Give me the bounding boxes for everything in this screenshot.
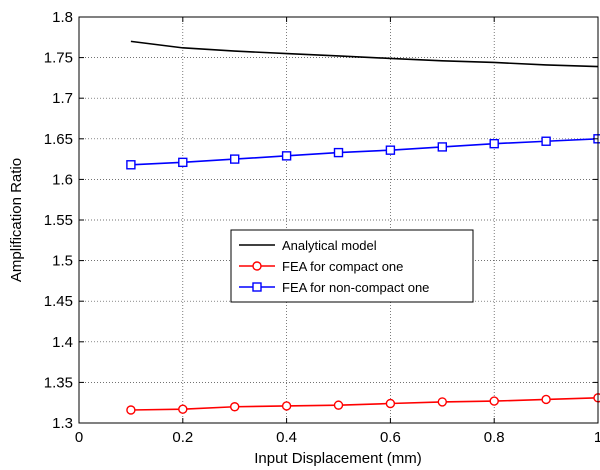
legend-marker-fea-for-non-compact-one	[252, 282, 262, 292]
data-point-fea-for-non-compact-one	[333, 147, 344, 158]
data-point-fea-for-non-compact-one	[541, 136, 551, 146]
series-line-analytical-model	[130, 40, 599, 68]
x-tick-label: 1	[594, 429, 600, 446]
y-axis-title: Amplification Ratio	[8, 158, 25, 282]
series-layer	[126, 40, 600, 415]
axis-ticks: 0 0.2 0.4 0.6 0.8 1 1.3 1.35 1.4 1.45 1.5 1.55 1.6 1.…	[44, 9, 600, 446]
legend-label-fea-for-compact-one: FEA for compact one	[282, 259, 403, 274]
x-tick-label: 0.2	[172, 429, 193, 446]
data-point-fea-for-compact-one	[385, 398, 396, 409]
data-point-fea-for-non-compact-one	[281, 151, 292, 161]
data-point-fea-for-compact-one	[281, 401, 292, 411]
data-point-fea-for-non-compact-one	[178, 157, 188, 168]
legend: Analytical model FEA for compact one FEA f…	[230, 229, 474, 303]
y-tick-label: 1.75	[44, 50, 73, 67]
y-tick-label: 1.7	[52, 90, 73, 107]
grid	[79, 17, 598, 423]
y-tick-label: 1.5	[52, 253, 73, 270]
series-line-fea-for-compact-one	[130, 397, 599, 411]
x-axis-title: Input Displacement (mm)	[254, 450, 422, 467]
data-point-fea-for-non-compact-one	[437, 142, 447, 152]
x-tick-label: 0	[75, 429, 83, 446]
data-point-fea-for-non-compact-one	[385, 145, 396, 155]
legend-label-fea-for-non-compact-one: FEA for non-compact one	[282, 280, 429, 295]
series-line-fea-for-non-compact-one	[130, 138, 599, 166]
y-tick-label: 1.35	[44, 374, 73, 391]
data-point-fea-for-non-compact-one	[229, 154, 240, 164]
y-tick-label: 1.3	[52, 415, 73, 432]
data-point-fea-for-compact-one	[593, 393, 600, 403]
y-tick-label: 1.6	[52, 171, 73, 188]
data-point-fea-for-non-compact-one	[489, 138, 499, 149]
y-tick-label: 1.8	[52, 9, 73, 26]
data-point-fea-for-compact-one	[541, 394, 551, 405]
legend-label-analytical-model: Analytical model	[282, 238, 377, 253]
y-tick-label: 1.45	[44, 293, 73, 310]
data-point-fea-for-compact-one	[229, 402, 240, 412]
x-tick-label: 0.8	[484, 429, 505, 446]
data-point-fea-for-non-compact-one	[126, 160, 136, 170]
y-tick-label: 1.4	[52, 334, 73, 351]
x-tick-label: 0.6	[380, 429, 401, 446]
data-point-fea-for-compact-one	[437, 397, 447, 407]
legend-marker-fea-for-compact-one	[252, 261, 262, 271]
data-point-fea-for-compact-one	[126, 405, 136, 415]
data-point-fea-for-compact-one	[489, 396, 499, 406]
x-tick-label: 0.4	[276, 429, 297, 446]
data-point-fea-for-compact-one	[178, 404, 188, 414]
y-tick-label: 1.65	[44, 131, 73, 148]
data-point-fea-for-compact-one	[333, 400, 344, 410]
y-tick-label: 1.55	[44, 212, 73, 229]
legend-items: Analytical model FEA for compact one FEA f…	[239, 238, 429, 295]
